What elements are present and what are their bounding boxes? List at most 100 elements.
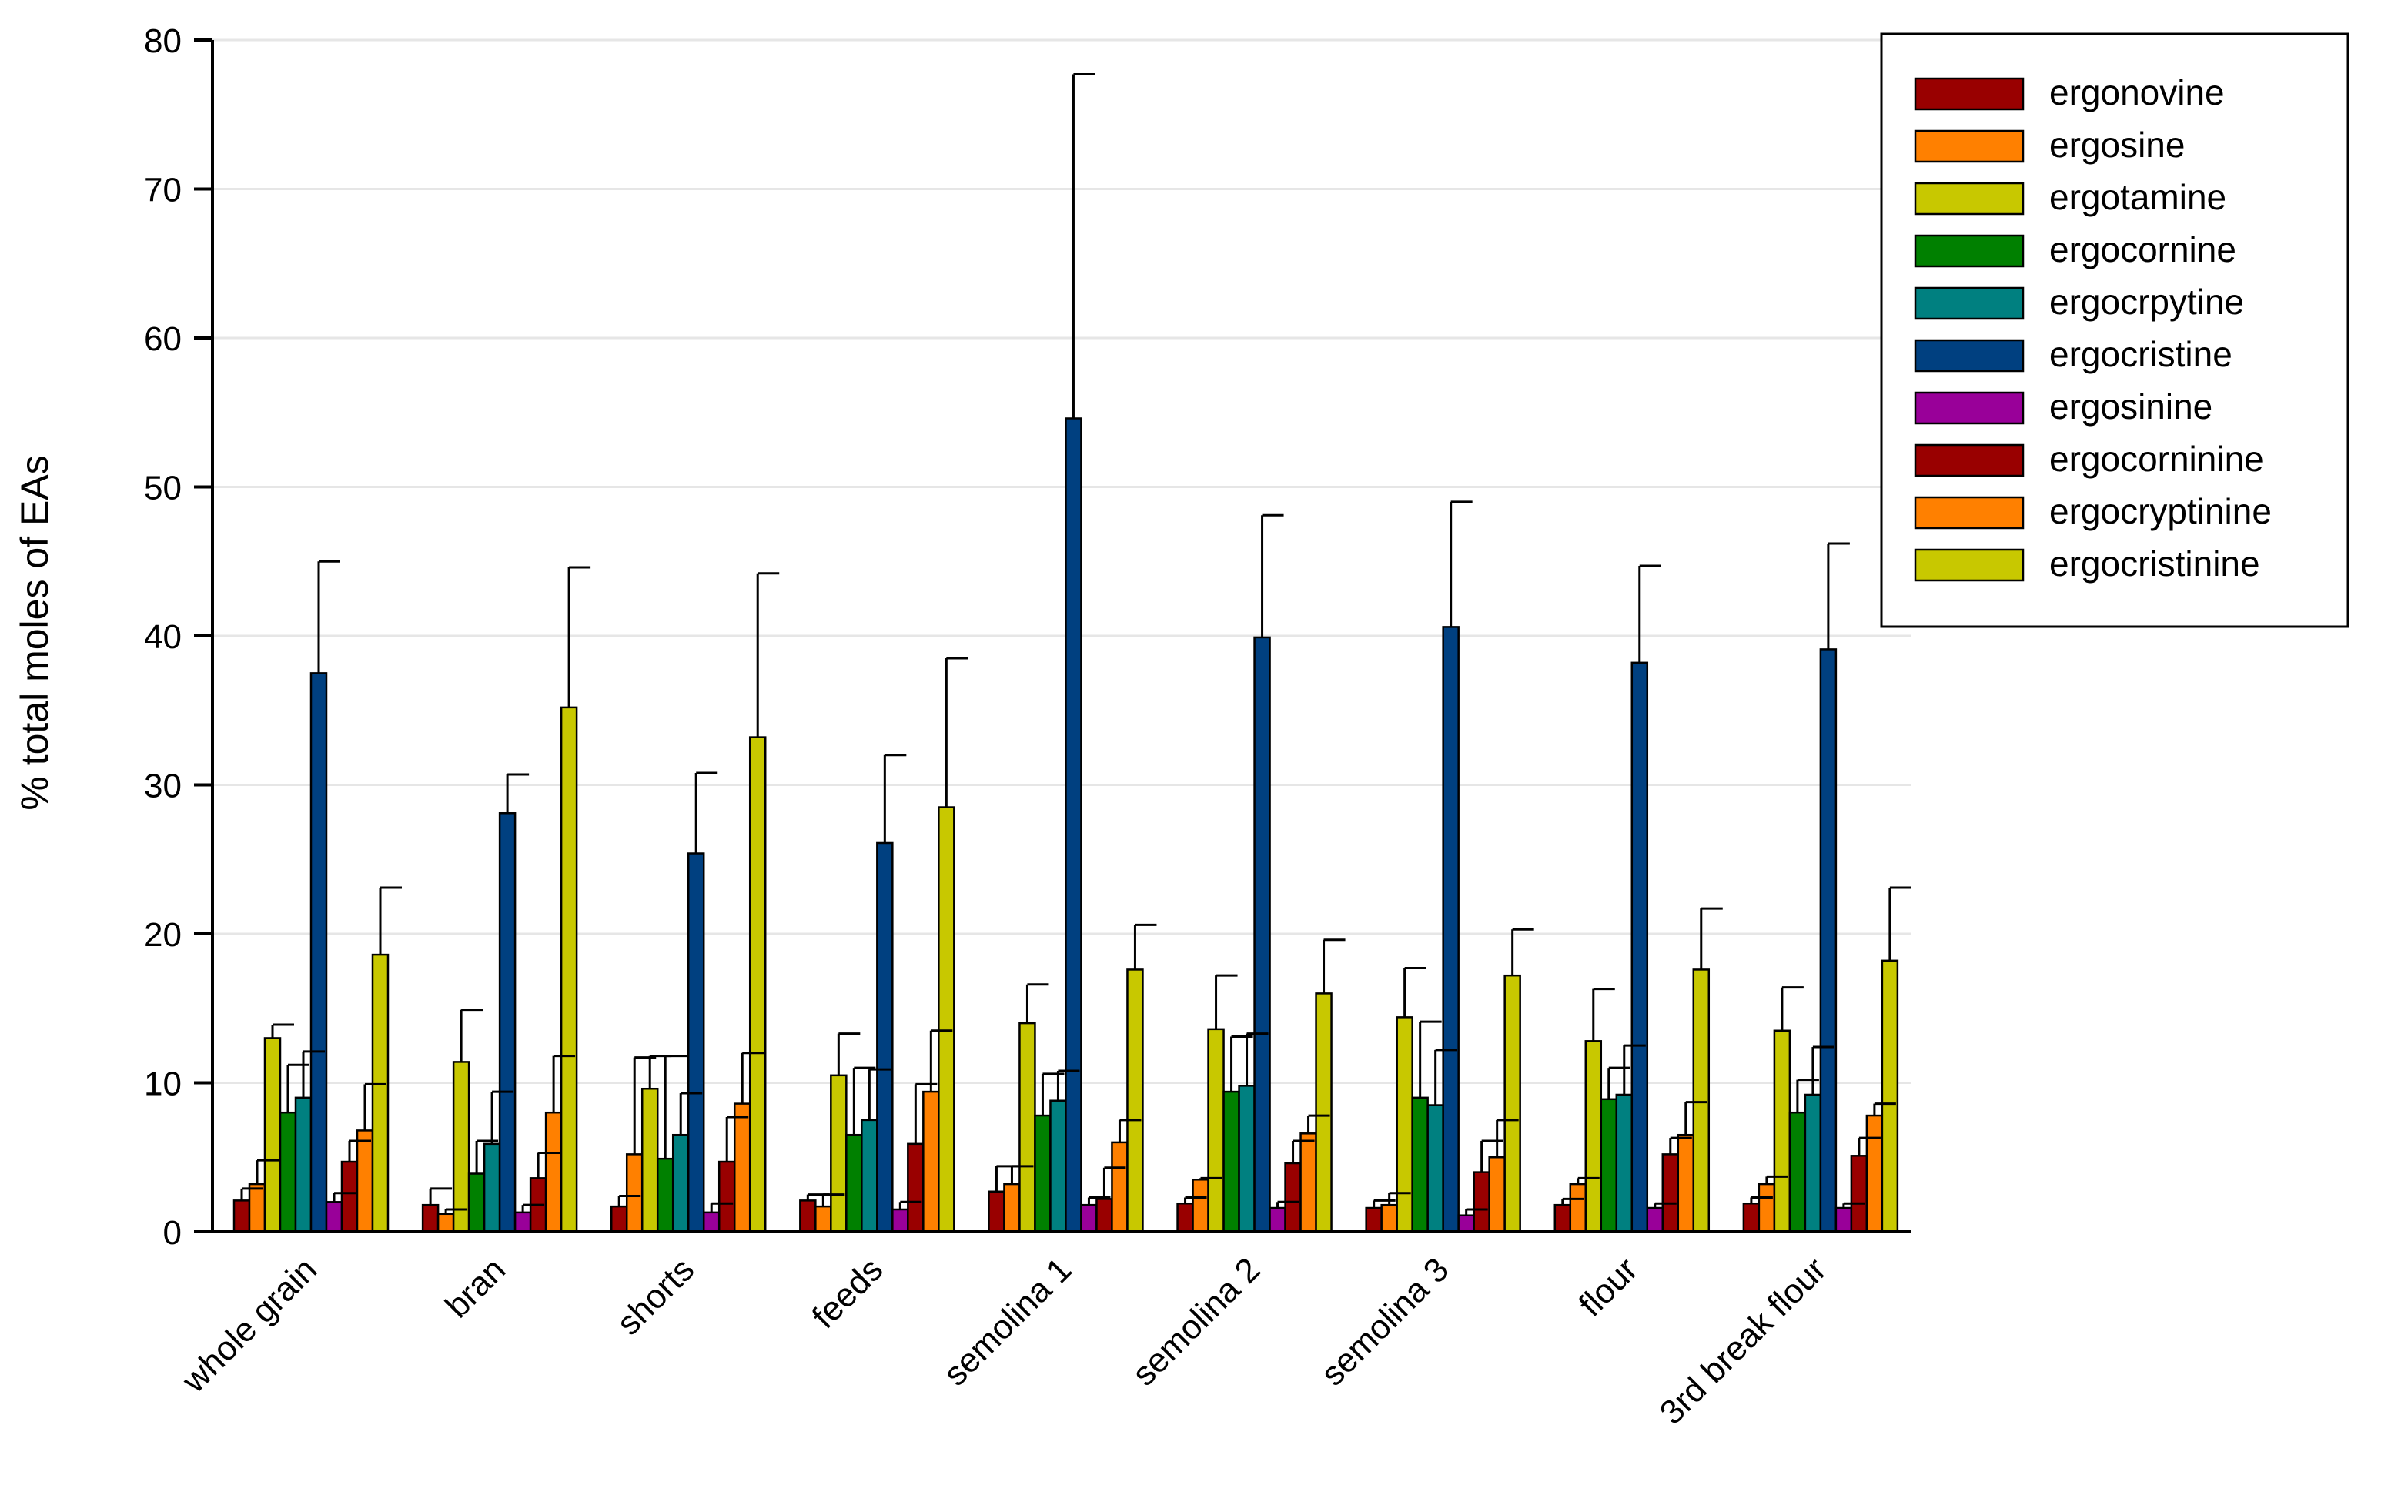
- bar-ergotamine-flour: [1584, 1040, 1603, 1233]
- y-axis-ticks: 0 10 20 30 40 50 60 70 80: [144, 22, 212, 1252]
- x-tick-label: feeds: [805, 1250, 891, 1336]
- bar-series: [232, 417, 1899, 1233]
- bar-ergocorninine-3rd-break-flour: [1850, 1155, 1868, 1233]
- bar-ergocorninine-feeds: [907, 1142, 925, 1233]
- bar-ergotamine-semolina-1: [1018, 1022, 1036, 1233]
- bar-ergosinine-feeds: [891, 1208, 909, 1233]
- bar-ergocryptinine-semolina-1: [1111, 1141, 1129, 1233]
- bar-ergocrpytine-semolina-1: [1049, 1099, 1067, 1233]
- bar-ergocristine-3rd-break-flour: [1819, 648, 1838, 1233]
- bar-ergocristinine-feeds: [938, 806, 955, 1233]
- bar-ergosinine-semolina-2: [1269, 1206, 1286, 1233]
- legend-label-ergotamine: ergotamine: [2049, 177, 2226, 217]
- bar-ergonovine-whole-grain: [232, 1199, 251, 1233]
- bar-ergonovine-semolina-1: [988, 1190, 1005, 1233]
- bar-ergonovine-semolina-3: [1365, 1206, 1383, 1233]
- bar-ergosine-semolina-2: [1192, 1179, 1209, 1233]
- bar-ergocorninine-semolina-3: [1473, 1171, 1490, 1233]
- bar-ergocorninine-semolina-1: [1095, 1198, 1113, 1233]
- bar-ergocristine-bran: [498, 812, 517, 1233]
- bar-ergocornine-flour: [1600, 1098, 1618, 1233]
- error-bars: [240, 73, 1911, 1216]
- bar-ergosine-semolina-3: [1380, 1203, 1398, 1233]
- bar-ergotamine-3rd-break-flour: [1773, 1029, 1791, 1233]
- bar-ergocornine-shorts: [656, 1157, 674, 1233]
- bar-ergotamine-whole-grain: [263, 1037, 282, 1233]
- legend-label-ergocristine: ergocristine: [2049, 334, 2232, 374]
- legend-swatch-ergocristinine: [1914, 548, 2025, 582]
- x-tick-label: flour: [1572, 1250, 1645, 1323]
- bar-ergocrpytine-semolina-3: [1426, 1104, 1444, 1233]
- bar-ergocornine-whole-grain: [279, 1111, 297, 1233]
- bar-ergotamine-shorts: [640, 1087, 659, 1233]
- legend: ergonovine ergosine ergotamine ergocornine e…: [1880, 32, 2349, 628]
- legend-swatch-ergocristine: [1914, 339, 2025, 373]
- x-tick-label: semolina 3: [1314, 1250, 1457, 1393]
- bar-ergonovine-3rd-break-flour: [1742, 1202, 1761, 1233]
- bar-ergocristine-flour: [1630, 661, 1649, 1233]
- bar-ergonovine-flour: [1553, 1203, 1572, 1233]
- legend-swatch-ergocryptinine: [1914, 496, 2025, 530]
- bar-ergocryptinine-3rd-break-flour: [1865, 1114, 1884, 1233]
- bar-ergocorninine-semolina-2: [1284, 1162, 1302, 1233]
- legend-label-ergosinine: ergosinine: [2049, 386, 2212, 427]
- legend-label-ergocrpytine: ergocrpytine: [2049, 282, 2244, 322]
- legend-label-ergosine: ergosine: [2049, 125, 2185, 165]
- legend-swatch-ergocrpytine: [1914, 286, 2025, 320]
- bar-ergosinine-shorts: [702, 1211, 721, 1233]
- legend-label-ergocorninine: ergocorninine: [2049, 439, 2264, 479]
- legend-swatch-ergocornine: [1914, 234, 2025, 268]
- x-tick-label: semolina 2: [1125, 1250, 1268, 1393]
- bar-ergocornine-semolina-2: [1222, 1090, 1240, 1233]
- bar-ergocrpytine-bran: [483, 1142, 501, 1233]
- bar-ergocristinine-semolina-2: [1315, 992, 1333, 1233]
- bar-ergocryptinine-feeds: [922, 1090, 940, 1233]
- bar-ergonovine-bran: [421, 1203, 440, 1233]
- bar-ergosine-semolina-1: [1003, 1183, 1021, 1233]
- bar-ergocornine-bran: [467, 1172, 486, 1233]
- bar-ergocrpytine-flour: [1615, 1093, 1634, 1233]
- y-tick-label: 60: [144, 320, 182, 358]
- y-tick-label: 70: [144, 172, 182, 209]
- y-tick-label: 30: [144, 768, 182, 805]
- bar-ergocryptinine-semolina-2: [1299, 1132, 1317, 1233]
- x-tick-label: 3rd break flour: [1653, 1250, 1834, 1431]
- bar-ergotamine-feeds: [830, 1074, 848, 1233]
- bar-ergocornine-feeds: [845, 1133, 863, 1233]
- legend-label-ergonovine: ergonovine: [2049, 72, 2225, 112]
- x-tick-label: semolina 1: [936, 1250, 1079, 1393]
- y-tick-label: 20: [144, 916, 182, 954]
- x-axis-tick-labels: whole grain bran shorts feeds semolina 1 semo…: [175, 1250, 1834, 1431]
- bar-ergosine-whole-grain: [248, 1183, 266, 1233]
- bar-ergosine-shorts: [625, 1153, 644, 1233]
- bar-ergosine-flour: [1569, 1183, 1587, 1233]
- bar-ergosinine-flour: [1646, 1206, 1664, 1233]
- bar-ergocristine-semolina-3: [1442, 626, 1460, 1233]
- bar-ergosinine-3rd-break-flour: [1834, 1206, 1853, 1233]
- bar-ergocrpytine-feeds: [861, 1119, 878, 1233]
- bar-ergocryptinine-whole-grain: [356, 1129, 374, 1233]
- bar-ergosine-bran: [436, 1213, 455, 1233]
- bar-ergocorninine-whole-grain: [340, 1160, 359, 1233]
- bar-ergocryptinine-semolina-3: [1488, 1156, 1506, 1233]
- bar-ergocristine-feeds: [876, 841, 894, 1233]
- bar-ergocryptinine-shorts: [733, 1102, 751, 1233]
- bar-ergocristinine-shorts: [748, 736, 767, 1233]
- bar-ergotamine-semolina-3: [1396, 1016, 1413, 1233]
- y-tick-label: 10: [144, 1065, 182, 1103]
- bar-ergonovine-semolina-2: [1176, 1202, 1194, 1233]
- bar-ergocristine-semolina-1: [1065, 417, 1082, 1233]
- bar-ergotamine-bran: [452, 1061, 470, 1233]
- legend-swatch-ergotamine: [1914, 182, 2025, 216]
- x-tick-label: shorts: [610, 1250, 701, 1342]
- bar-ergosinine-whole-grain: [325, 1201, 343, 1233]
- bar-ergocornine-semolina-3: [1411, 1096, 1429, 1233]
- legend-box: [1880, 32, 2349, 628]
- bar-ergocrpytine-semolina-2: [1238, 1085, 1256, 1233]
- x-tick-label: whole grain: [175, 1250, 324, 1400]
- legend-label-ergocornine: ergocornine: [2049, 229, 2236, 269]
- legend-swatch-ergosine: [1914, 129, 2025, 163]
- bar-ergocrpytine-3rd-break-flour: [1804, 1093, 1822, 1233]
- bar-ergocristinine-whole-grain: [371, 953, 390, 1233]
- bar-ergocornine-semolina-1: [1034, 1114, 1052, 1233]
